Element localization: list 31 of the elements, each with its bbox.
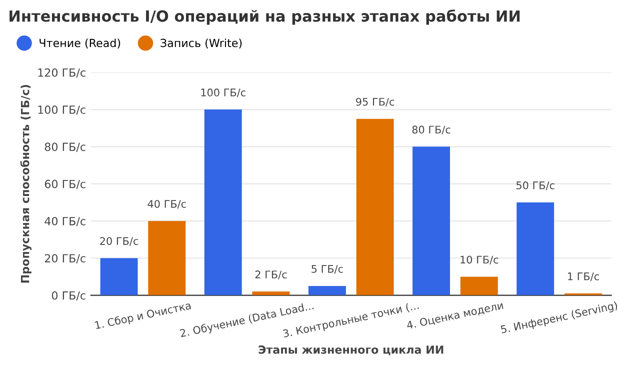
y-tick-label: 100 ГБ/с [38,106,86,115]
y-axis-title: Пропускная способность (ГБ/с) [20,85,32,283]
y-tick-label: 20 ГБ/с [44,254,86,264]
bar [148,220,186,296]
data-label: 100 ГБ/с [201,88,246,98]
bar [412,146,450,296]
data-label: 1 ГБ/с [568,272,599,282]
data-label: 2 ГБ/с [255,270,287,280]
data-label: 80 ГБ/с [412,126,450,134]
bar [356,118,394,296]
chart-title: Интенсивность I/O операций на разных этапах работы ИИ [10,10,520,25]
bar [100,258,138,296]
legend-label: Чтение (Read) [40,38,120,48]
data-label: 40 ГБ/с [148,200,186,209]
y-tick-label: 40 ГБ/с [44,216,86,226]
data-label: 95 ГБ/с [356,98,394,107]
y-tick-label: 80 ГБ/с [44,142,86,152]
bar [516,202,554,296]
y-tick-label: 60 ГБ/с [44,180,86,190]
bar [308,286,346,296]
x-axis-title: Этапы жизненного цикла ИИ [258,345,444,356]
legend-label: Запись (Write) [160,38,242,48]
data-label: 5 ГБ/с [312,265,343,274]
data-label: 10 ГБ/с [460,256,498,264]
bar [460,276,498,296]
y-tick-label: 120 ГБ/с [38,68,86,78]
bar [204,110,242,296]
y-tick-label: 0 ГБ/с [52,291,86,301]
bar [252,292,290,296]
data-label: 50 ГБ/с [516,181,554,190]
data-label: 20 ГБ/с [100,237,138,246]
